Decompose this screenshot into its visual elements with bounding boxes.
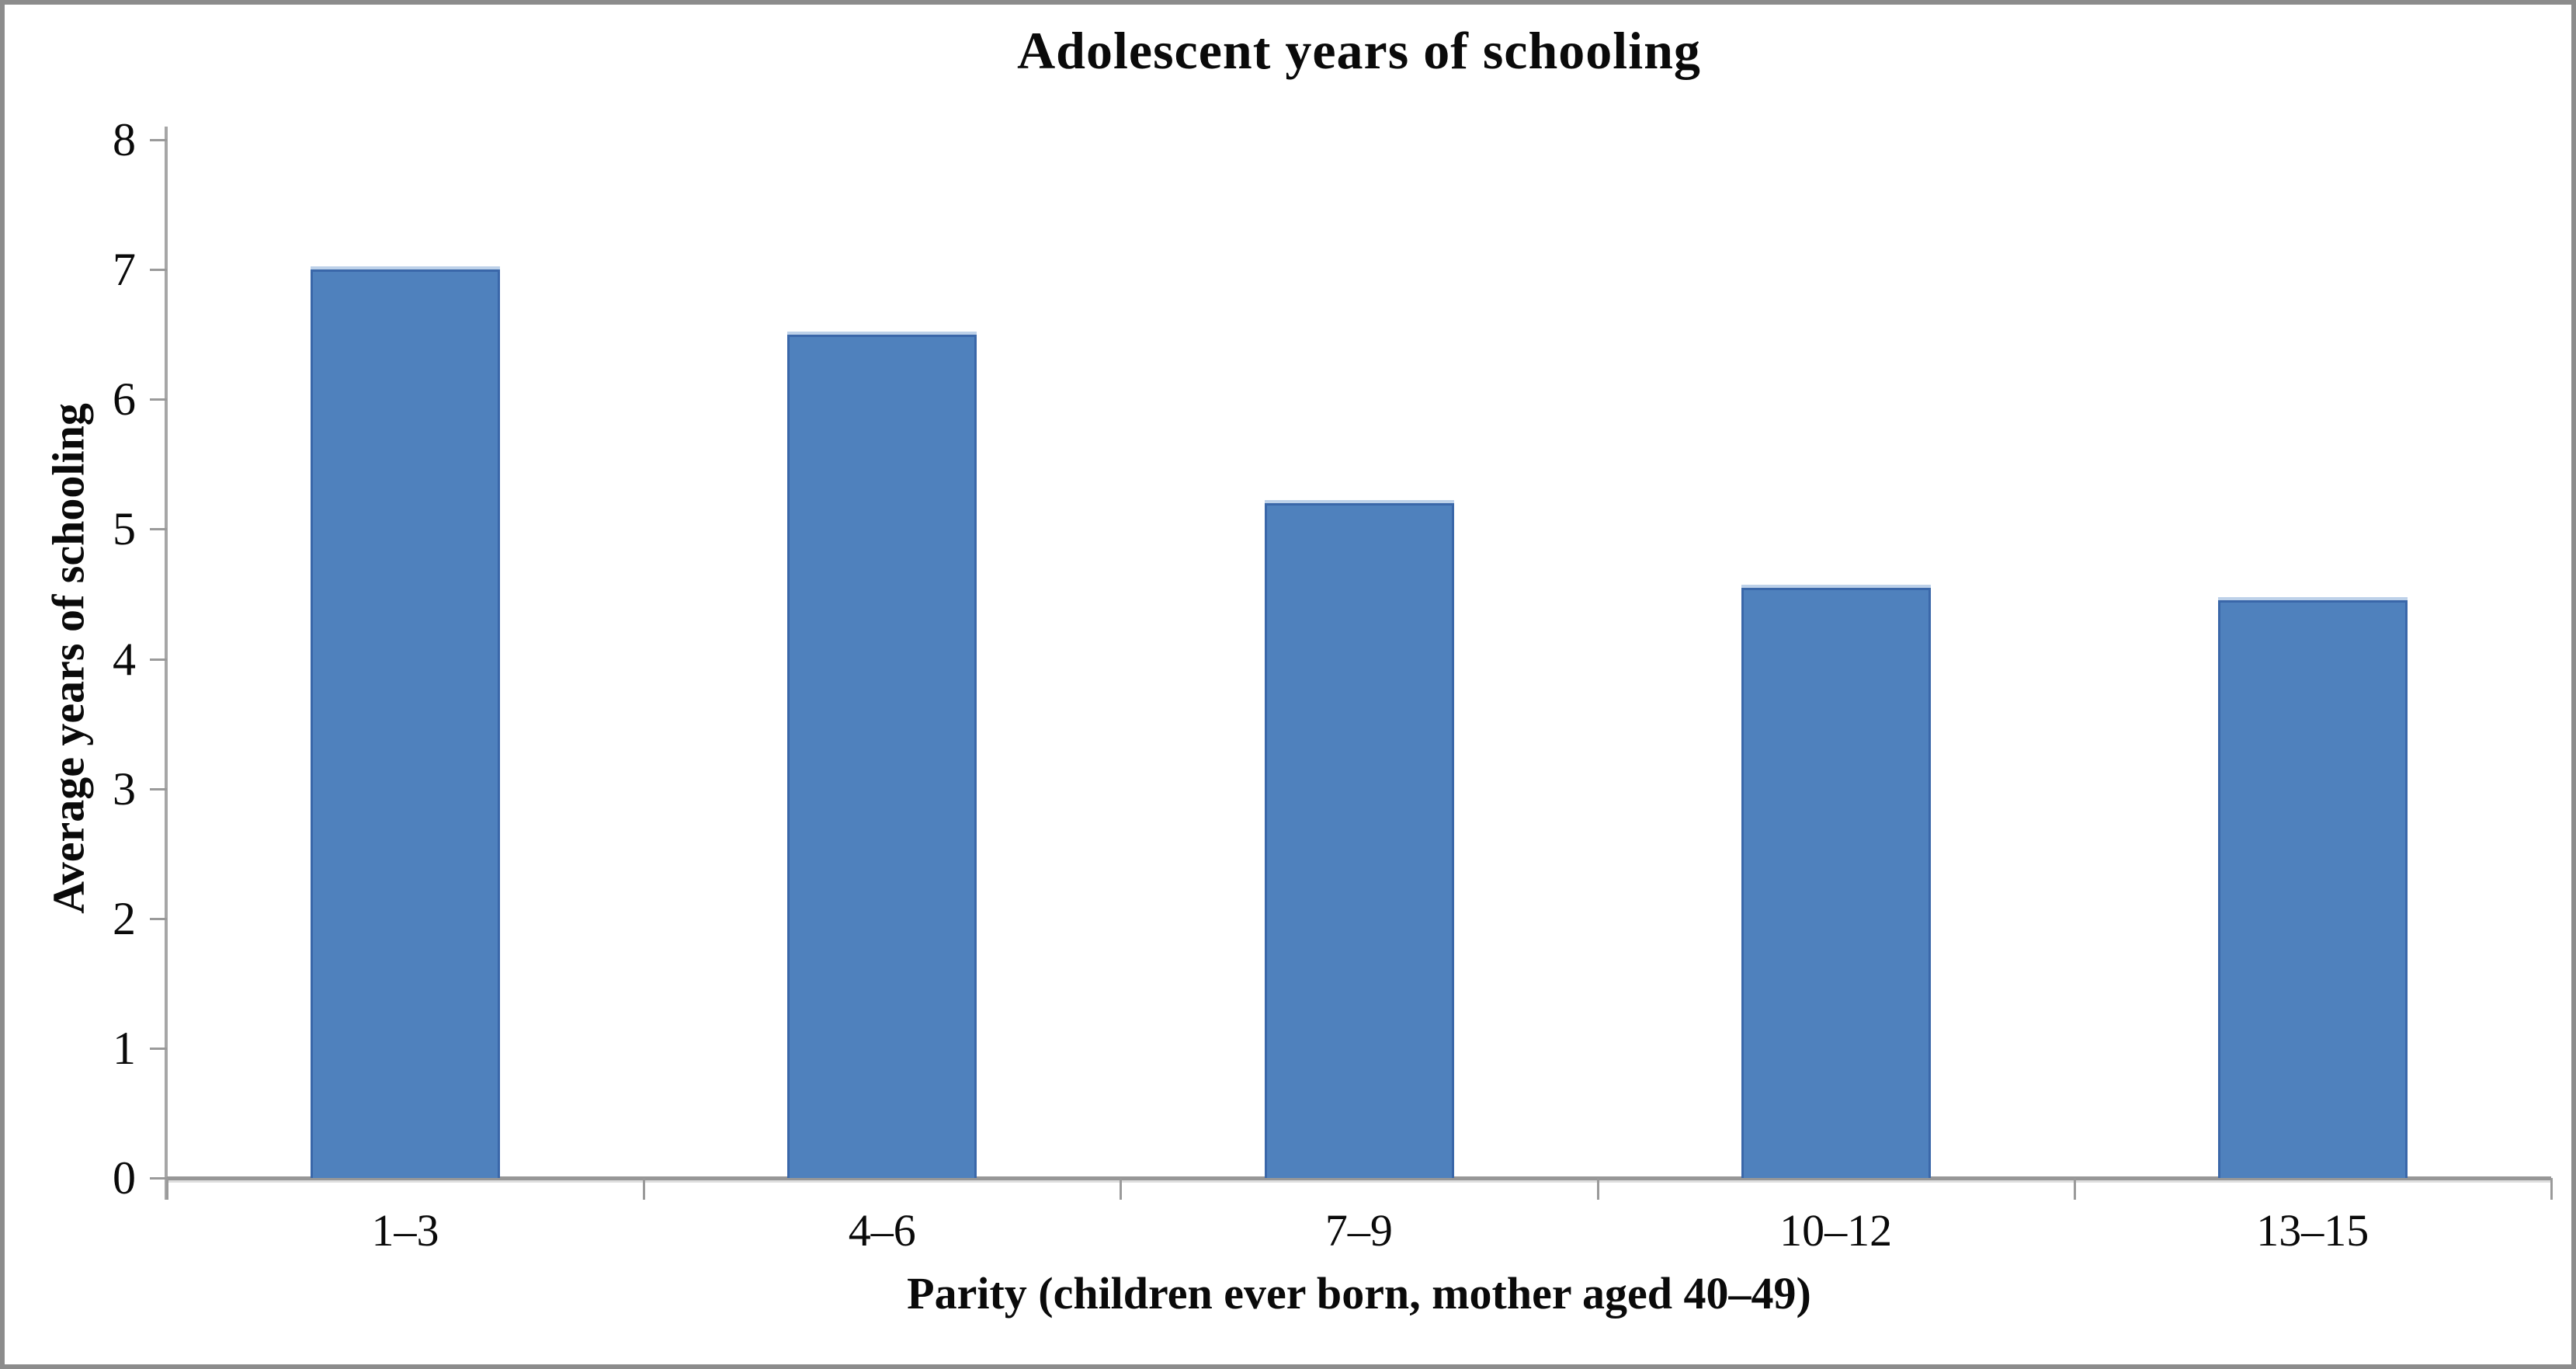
x-tick-mark xyxy=(2550,1178,2553,1200)
y-tick-mark xyxy=(150,398,167,401)
x-category-label: 4–6 xyxy=(848,1205,916,1256)
x-tick-mark xyxy=(1596,1178,1599,1200)
y-tick-label: 0 xyxy=(113,1152,136,1204)
bar xyxy=(1264,502,1454,1178)
x-tick-mark xyxy=(1120,1178,1123,1200)
x-axis-line xyxy=(167,1176,2551,1180)
x-axis-title: Parity (children ever born, mother aged … xyxy=(907,1268,1811,1319)
x-tick-mark xyxy=(643,1178,646,1200)
y-tick-mark xyxy=(150,787,167,790)
x-tick-mark xyxy=(2073,1178,2076,1200)
x-category-label: 10–12 xyxy=(1779,1205,1893,1256)
y-tick-label: 4 xyxy=(113,633,136,685)
y-tick-label: 2 xyxy=(113,892,136,944)
y-tick-label: 6 xyxy=(113,374,136,426)
x-category-label: 7–9 xyxy=(1324,1205,1393,1256)
y-tick-mark xyxy=(150,139,167,141)
y-tick-mark xyxy=(150,1177,167,1180)
x-category-label: 13–15 xyxy=(2256,1205,2369,1256)
bar xyxy=(311,269,501,1178)
bar xyxy=(2217,600,2408,1178)
chart-title: Adolescent years of schooling xyxy=(1017,21,1701,80)
x-category-label: 1–3 xyxy=(371,1205,439,1256)
y-tick-mark xyxy=(150,658,167,661)
bar xyxy=(787,334,977,1178)
y-axis-line xyxy=(165,127,168,1200)
y-tick-mark xyxy=(150,528,167,531)
bar xyxy=(1741,587,1931,1178)
y-tick-mark xyxy=(150,269,167,272)
y-tick-label: 5 xyxy=(113,503,136,555)
y-tick-label: 3 xyxy=(113,763,136,815)
y-tick-mark xyxy=(150,1047,167,1050)
y-tick-label: 7 xyxy=(113,244,136,296)
y-tick-label: 8 xyxy=(113,114,136,165)
x-tick-mark xyxy=(166,1178,168,1200)
y-tick-label: 1 xyxy=(113,1022,136,1074)
y-tick-mark xyxy=(150,917,167,920)
